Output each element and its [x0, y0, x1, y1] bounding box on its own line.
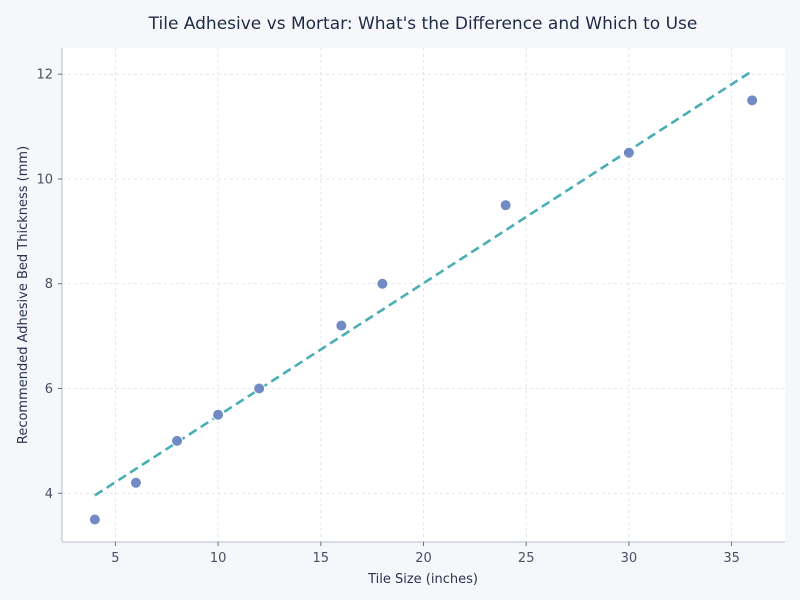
- data-point: [376, 277, 389, 290]
- data-point: [253, 382, 266, 395]
- y-tick-label: 10: [36, 172, 53, 187]
- data-point: [335, 319, 348, 332]
- y-tick-label: 12: [36, 68, 53, 83]
- x-tick-label: 25: [518, 551, 535, 566]
- x-tick-label: 15: [313, 551, 330, 566]
- x-tick-label: 30: [621, 551, 638, 566]
- data-point: [171, 434, 184, 447]
- chart-title: Tile Adhesive vs Mortar: What's the Diff…: [148, 14, 698, 34]
- y-tick-label: 6: [45, 382, 53, 397]
- data-point: [88, 513, 101, 526]
- x-tick-label: 10: [210, 551, 227, 566]
- y-tick-label: 4: [45, 487, 53, 502]
- data-point: [129, 476, 142, 489]
- y-axis-label: Recommended Adhesive Bed Thickness (mm): [16, 146, 31, 444]
- data-point: [622, 146, 635, 159]
- x-tick-label: 5: [111, 551, 119, 566]
- x-tick-label: 20: [415, 551, 432, 566]
- x-tick-label: 35: [723, 551, 740, 566]
- data-point: [212, 408, 225, 421]
- y-tick-label: 8: [45, 277, 53, 292]
- trendline: [94, 69, 753, 497]
- data-point: [499, 199, 512, 212]
- data-point: [746, 94, 759, 107]
- x-axis-label: Tile Size (inches): [367, 572, 478, 587]
